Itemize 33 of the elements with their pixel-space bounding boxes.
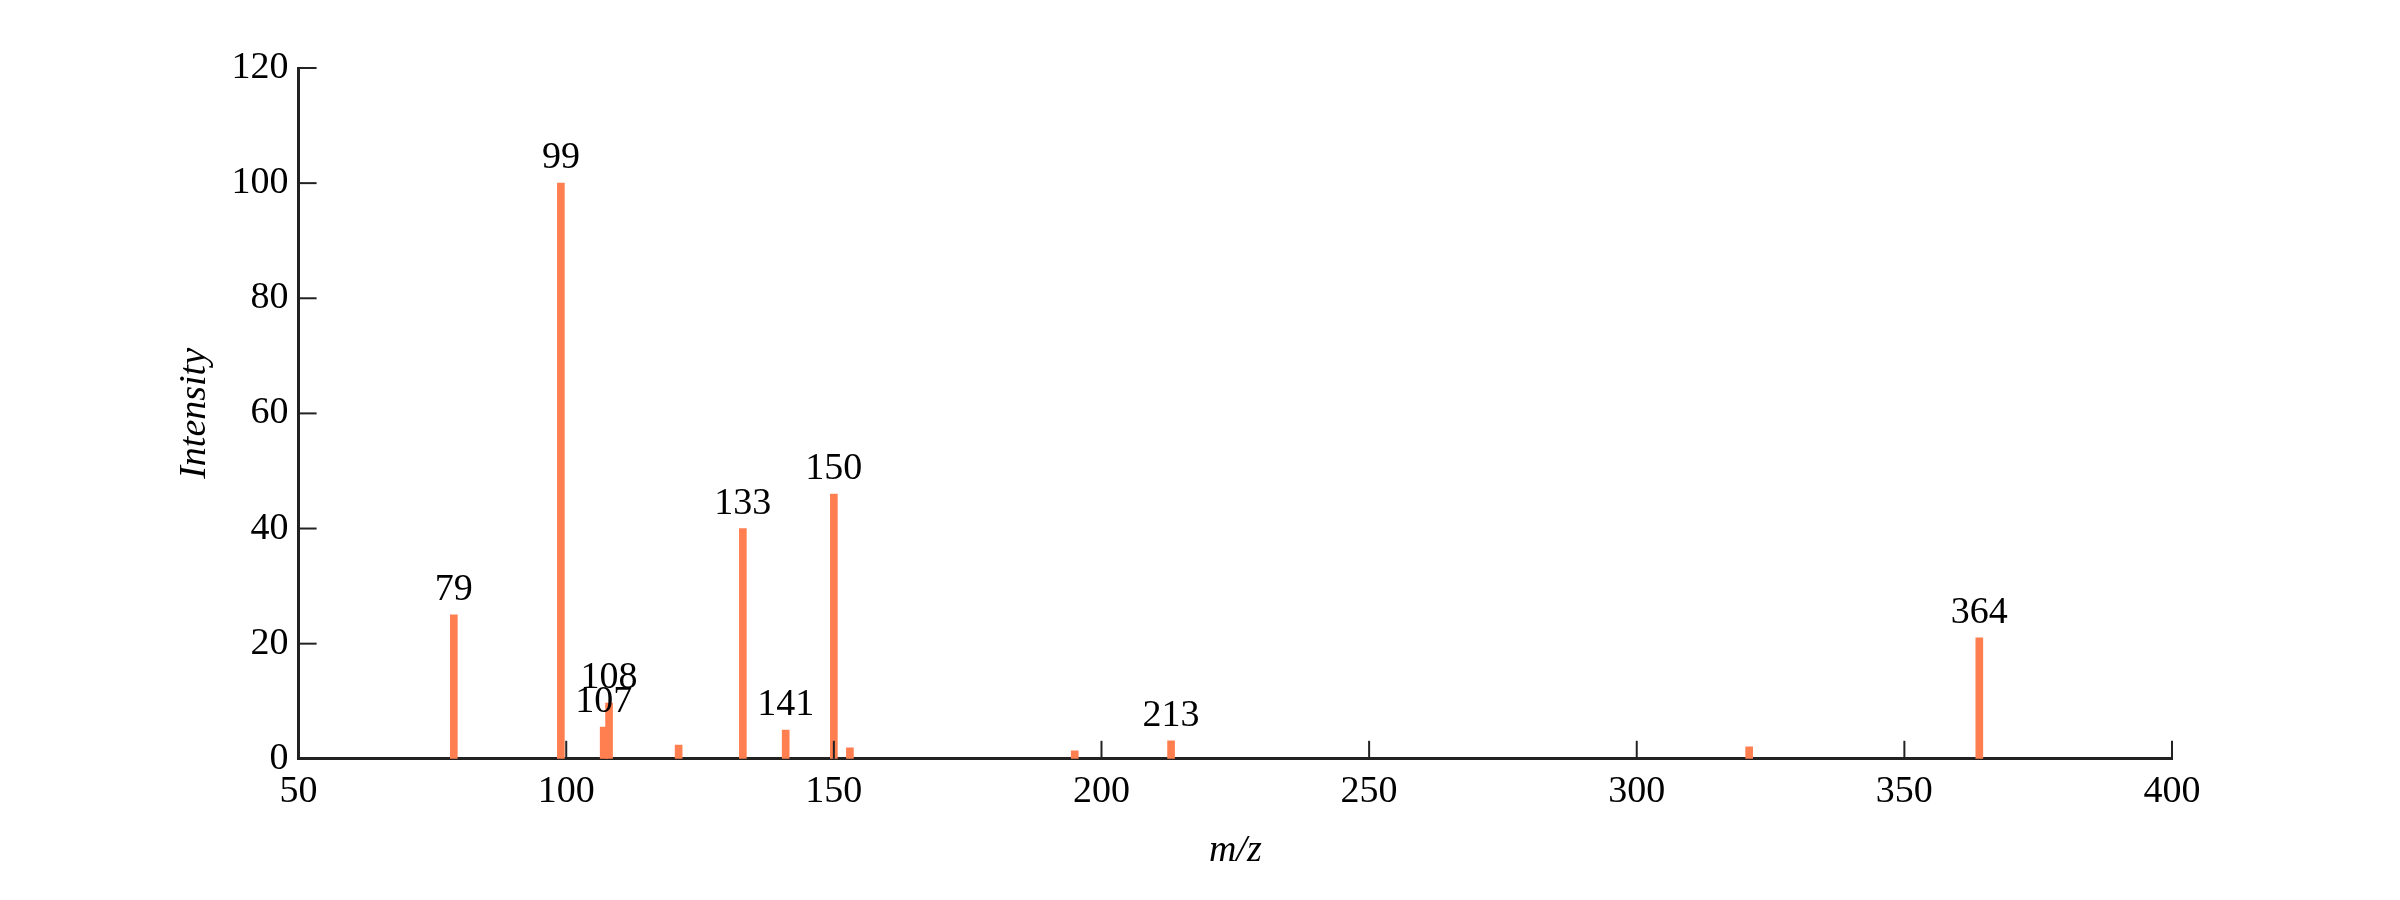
x-tick-label: 150 — [805, 767, 863, 810]
x-tick-label: 400 — [2143, 767, 2201, 810]
x-tick-label: 300 — [1608, 767, 1666, 810]
bar — [1167, 740, 1175, 759]
bar — [1070, 750, 1079, 759]
bar — [1975, 637, 1984, 759]
bar — [830, 493, 838, 759]
annotation: 79 — [434, 565, 473, 608]
x-tick-label: 350 — [1875, 767, 1933, 810]
y-tick-label: 40 — [250, 504, 289, 547]
y-tick-label: 60 — [250, 389, 289, 432]
y-tick-label: 20 — [250, 619, 289, 662]
annotation: 213 — [1142, 691, 1200, 734]
bar — [739, 528, 747, 759]
x-axis-title: m/z — [1208, 827, 1262, 870]
x-tick-label: 200 — [1072, 767, 1130, 810]
y-tick-label: 120 — [231, 43, 289, 86]
annotation: 364 — [1950, 588, 2008, 631]
bar — [557, 182, 565, 759]
annotation: 141 — [757, 681, 815, 723]
annotation: 99 — [541, 134, 580, 177]
annotation: 150 — [805, 444, 863, 487]
y-tick-label: 100 — [231, 159, 289, 202]
y-tick-label: 80 — [250, 274, 289, 317]
x-tick-label: 250 — [1340, 767, 1398, 810]
y-tick-label: 0 — [269, 734, 289, 777]
x-tick-label: 100 — [537, 767, 595, 810]
bar — [450, 614, 458, 759]
y-axis-title: Intensity — [170, 347, 213, 480]
bar — [846, 747, 854, 759]
bar — [781, 729, 790, 759]
bar — [1745, 746, 1753, 759]
annotation: 133 — [714, 479, 772, 522]
